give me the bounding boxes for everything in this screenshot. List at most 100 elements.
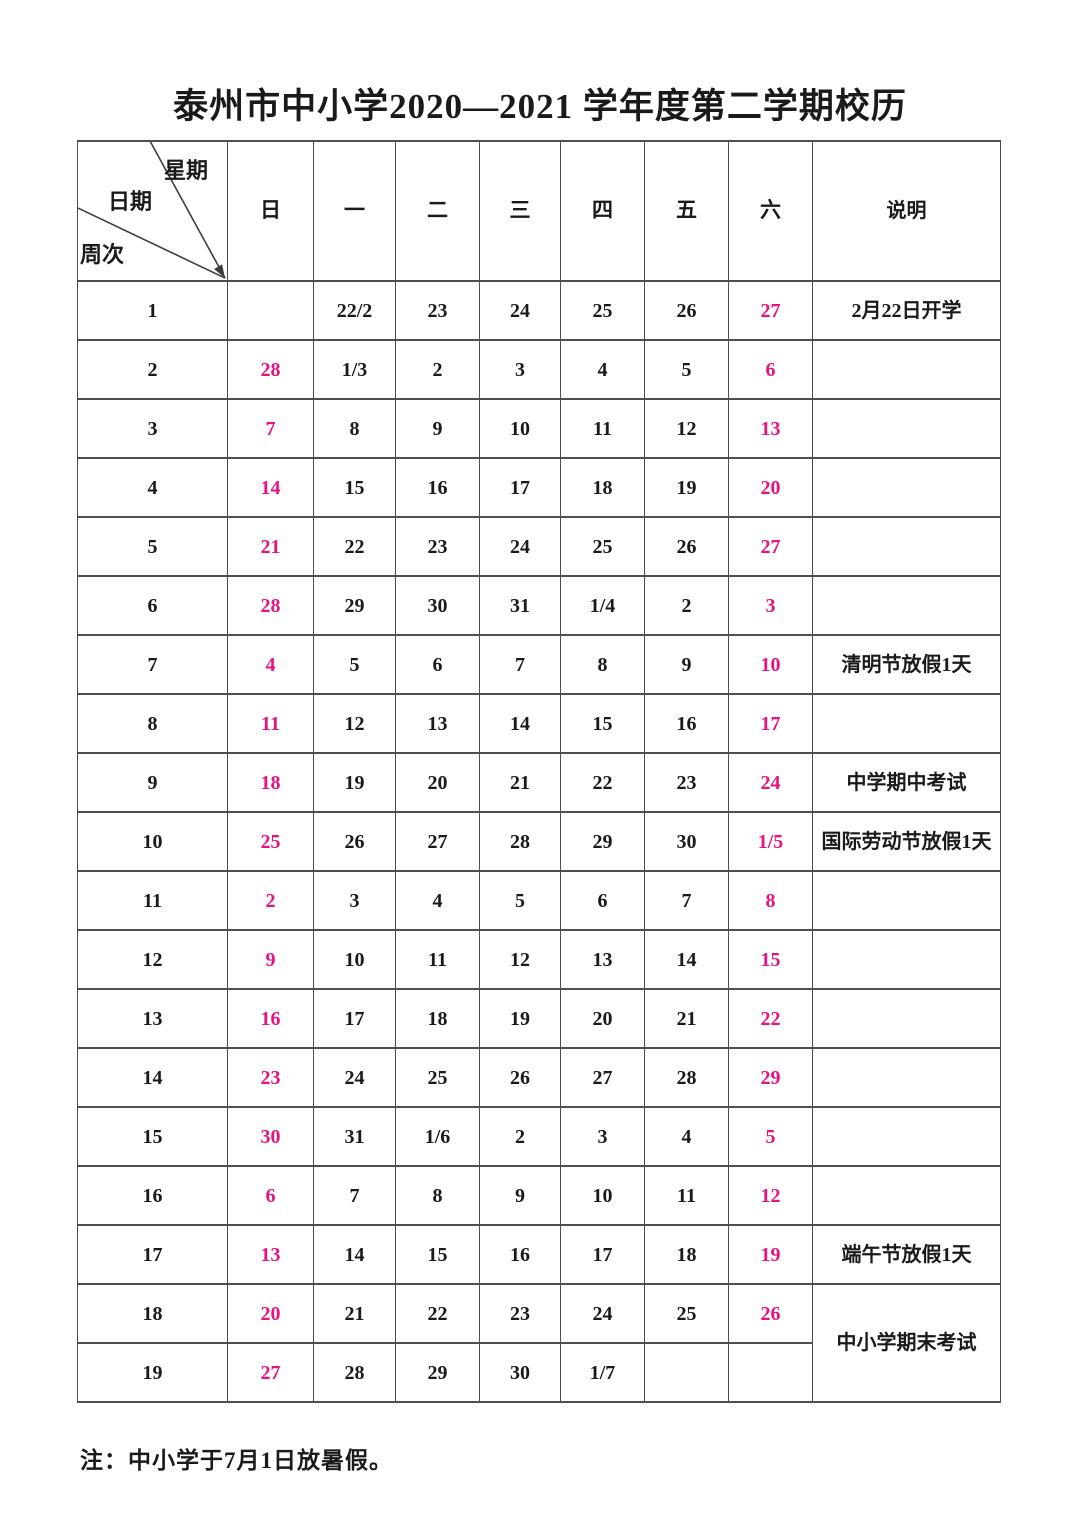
day-cell: 5 (644, 339, 729, 400)
day-cell: 27 (395, 811, 480, 872)
day-cell: 20 (560, 988, 645, 1049)
day-cell-highlighted: 3 (728, 575, 813, 636)
day-cell: 8 (395, 1165, 480, 1226)
day-cell: 6 (395, 634, 480, 695)
day-cell: 12 (644, 398, 729, 459)
day-header-sun: 日 (227, 140, 314, 282)
note-cell (812, 516, 1001, 577)
day-header-tue: 二 (395, 140, 480, 282)
week-number-cell: 6 (77, 575, 228, 636)
day-cell: 5 (313, 634, 396, 695)
day-cell: 28 (644, 1047, 729, 1108)
calendar-week-row: 18 20 21 22 23 24 25 26 中小学期末考试 (77, 1283, 1001, 1403)
week-number-cell: 7 (77, 634, 228, 695)
day-cell-highlighted: 15 (728, 929, 813, 990)
day-cell-highlighted: 4 (227, 634, 314, 695)
day-cell: 18 (560, 457, 645, 518)
calendar-week-row: 13 16 17 18 19 20 21 22 (77, 988, 1001, 1049)
day-cell: 23 (395, 280, 480, 341)
day-cell: 13 (395, 693, 480, 754)
day-cell: 26 (644, 516, 729, 577)
day-cell: 17 (479, 457, 561, 518)
day-cell: 23 (644, 752, 729, 813)
footnote: 注：中小学于7月1日放暑假。 (80, 1448, 393, 1473)
day-header-mon: 一 (313, 140, 396, 282)
note-cell: 国际劳动节放假1天 (812, 811, 1001, 872)
day-cell: 12 (313, 693, 396, 754)
day-cell: 19 (644, 457, 729, 518)
day-cell: 18 (395, 988, 480, 1049)
note-cell: 端午节放假1天 (812, 1224, 1001, 1285)
day-cell: 31 (313, 1106, 396, 1167)
day-cell-highlighted: 20 (227, 1283, 314, 1344)
day-cell: 30 (479, 1342, 561, 1403)
day-cell: 2 (395, 339, 480, 400)
day-header-fri: 五 (644, 140, 729, 282)
week-number-cell: 13 (77, 988, 228, 1049)
note-cell (812, 693, 1001, 754)
day-cell: 14 (644, 929, 729, 990)
note-cell (812, 1165, 1001, 1226)
day-header-sat: 六 (728, 140, 813, 282)
day-cell-highlighted: 25 (227, 811, 314, 872)
day-cell: 1/3 (313, 339, 396, 400)
day-cell: 16 (395, 457, 480, 518)
week-number-cell: 1 (77, 280, 228, 341)
day-header-wed: 三 (479, 140, 561, 282)
calendar-week-row: 14 23 24 25 26 27 28 29 (77, 1047, 1001, 1108)
day-cell: 31 (479, 575, 561, 636)
day-cell-highlighted: 23 (227, 1047, 314, 1108)
day-cell: 7 (644, 870, 729, 931)
day-cell-highlighted: 6 (227, 1165, 314, 1226)
day-cell-highlighted: 22 (728, 988, 813, 1049)
day-cell-highlighted: 6 (728, 339, 813, 400)
calendar-week-row: 1 22/2 23 24 25 26 27 2月22日开学 (77, 280, 1001, 341)
arrow-head-icon (214, 264, 226, 279)
calendar-week-row: 7 4 5 6 7 8 9 10 清明节放假1天 (77, 634, 1001, 695)
note-cell (812, 398, 1001, 459)
day-cell-highlighted: 13 (728, 398, 813, 459)
day-cell: 13 (560, 929, 645, 990)
day-cell-highlighted: 16 (227, 988, 314, 1049)
day-cell: 2 (479, 1106, 561, 1167)
calendar-week-row: 15 30 31 1/6 2 3 4 5 (77, 1106, 1001, 1167)
calendar-week-row: 6 28 29 30 31 1/4 2 3 (77, 575, 1001, 636)
day-cell: 22/2 (313, 280, 396, 341)
day-cell: 7 (479, 634, 561, 695)
calendar-week-row: 12 9 10 11 12 13 14 15 (77, 929, 1001, 990)
day-cell: 9 (479, 1165, 561, 1226)
day-cell-highlighted: 11 (227, 693, 314, 754)
calendar-week-row: 10 25 26 27 28 29 30 1/5 国际劳动节放假1天 (77, 811, 1001, 872)
day-cell: 7 (313, 1165, 396, 1226)
day-cell: 29 (560, 811, 645, 872)
day-cell: 21 (313, 1283, 396, 1344)
day-cell (644, 1342, 729, 1403)
day-cell: 25 (560, 280, 645, 341)
day-cell: 28 (313, 1342, 396, 1403)
day-cell: 30 (644, 811, 729, 872)
note-cell (812, 1047, 1001, 1108)
note-cell (812, 339, 1001, 400)
calendar-week-row: 2 28 1/3 2 3 4 5 6 (77, 339, 1001, 400)
note-cell: 中小学期末考试 (812, 1283, 1001, 1403)
day-cell: 16 (479, 1224, 561, 1285)
day-cell-highlighted: 19 (728, 1224, 813, 1285)
day-cell-highlighted: 1/5 (728, 811, 813, 872)
day-cell-highlighted: 9 (227, 929, 314, 990)
note-cell (812, 457, 1001, 518)
day-cell (728, 1342, 813, 1403)
note-cell (812, 870, 1001, 931)
week-number-cell: 5 (77, 516, 228, 577)
day-cell: 11 (560, 398, 645, 459)
note-cell: 中学期中考试 (812, 752, 1001, 813)
day-cell: 3 (560, 1106, 645, 1167)
day-cell: 15 (395, 1224, 480, 1285)
week-number-cell: 15 (77, 1106, 228, 1167)
day-cell: 24 (313, 1047, 396, 1108)
day-cell: 16 (644, 693, 729, 754)
page-title: 泰州市中小学2020—2021 学年度第二学期校历 (173, 87, 907, 126)
day-cell: 22 (313, 516, 396, 577)
day-cell: 9 (644, 634, 729, 695)
day-cell-highlighted: 27 (227, 1342, 314, 1403)
day-cell: 1/7 (560, 1342, 645, 1403)
